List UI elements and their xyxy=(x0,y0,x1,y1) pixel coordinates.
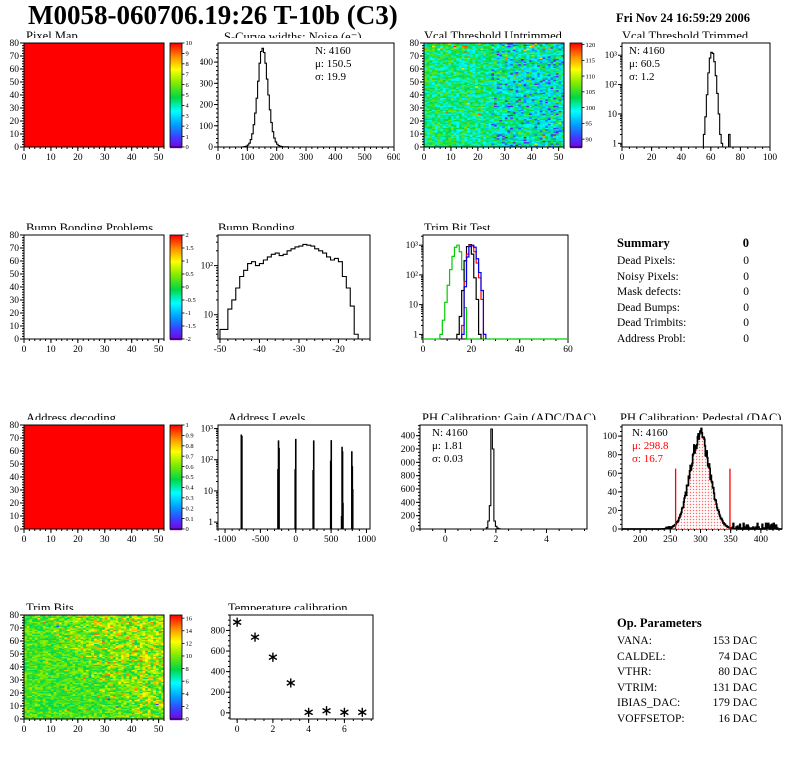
stat-sigma: σ: 1.2 xyxy=(629,71,655,83)
ph-pedestal-plot xyxy=(600,420,796,554)
pixel-map-plot xyxy=(0,38,200,172)
op-parameters-header: Op. Parameters xyxy=(617,616,757,631)
stats-box-scurve: N: 4160 μ: 150.5 σ: 19.9 xyxy=(315,45,351,84)
op-parameters-block: Op. Parameters VANA: 153 DAC CALDEL: 74 DA… xyxy=(617,616,757,727)
op-row-ibias-dac: IBIAS_DAC: 179 DAC xyxy=(617,697,757,709)
stat-mean: μ: 60.5 xyxy=(629,58,660,70)
stat-mean: μ: 298.8 xyxy=(632,440,669,452)
vcal-untrimmed-plot xyxy=(400,38,600,172)
vcal-trimmed-plot xyxy=(600,38,796,172)
address-decoding-plot xyxy=(0,420,200,554)
summary-block: Summary 0 Dead Pixels: 0 Noisy Pixels: 0 M… xyxy=(617,236,749,347)
stat-entries: N: 4160 xyxy=(432,427,468,439)
op-row-voffsetop: VOFFSETOP: 16 DAC xyxy=(617,712,757,725)
temp-calibration-plot xyxy=(200,610,400,744)
stat-sigma: σ: 0.03 xyxy=(432,453,463,465)
trim-bit-test-plot xyxy=(400,230,600,364)
op-row-caldel: CALDEL: 74 DAC xyxy=(617,650,757,663)
bump-bonding-plot xyxy=(200,230,400,364)
summary-row-mask-defects: Mask defects: 0 xyxy=(617,286,749,298)
summary-total: 0 xyxy=(742,236,749,250)
summary-row-noisy-pixels: Noisy Pixels: 0 xyxy=(617,270,749,283)
summary-row-address-probl: Address Probl: 0 xyxy=(617,332,749,345)
ph-gain-plot xyxy=(400,420,600,554)
stat-sigma: σ: 19.9 xyxy=(315,71,346,83)
stat-entries: N: 4160 xyxy=(632,427,668,439)
bump-problems-plot xyxy=(0,230,200,364)
page-title: M0058-060706.19:26 T-10b (C3) xyxy=(28,0,398,30)
summary-row-dead-trimbits: Dead Trimbits: 0 xyxy=(617,317,749,329)
scurve-noise-plot xyxy=(200,38,400,172)
stats-box-ph-gain: N: 4160 μ: 1.81 σ: 0.03 xyxy=(432,427,468,466)
stat-sigma: σ: 16.7 xyxy=(632,453,663,465)
address-levels-plot xyxy=(200,420,400,554)
summary-row-dead-bumps: Dead Bumps: 0 xyxy=(617,301,749,314)
trim-bits-plot xyxy=(0,610,200,744)
stat-mean: μ: 150.5 xyxy=(315,58,352,70)
summary-title: Summary xyxy=(617,236,670,250)
op-row-vana: VANA: 153 DAC xyxy=(617,635,757,647)
summary-row-dead-pixels: Dead Pixels: 0 xyxy=(617,255,749,267)
stats-box-vcal-trimmed: N: 4160 μ: 60.5 σ: 1.2 xyxy=(629,45,665,84)
timestamp: Fri Nov 24 16:59:29 2006 xyxy=(616,11,751,25)
stat-entries: N: 4160 xyxy=(629,45,665,57)
op-parameters-title: Op. Parameters xyxy=(617,616,702,630)
stat-entries: N: 4160 xyxy=(315,45,351,57)
stat-mean: μ: 1.81 xyxy=(432,440,463,452)
summary-header: Summary 0 xyxy=(617,236,749,251)
op-row-vthr: VTHR: 80 DAC xyxy=(617,666,757,678)
op-row-vtrim: VTRIM: 131 DAC xyxy=(617,681,757,694)
stats-box-ph-pedestal: N: 4160 μ: 298.8 σ: 16.7 xyxy=(632,427,668,466)
